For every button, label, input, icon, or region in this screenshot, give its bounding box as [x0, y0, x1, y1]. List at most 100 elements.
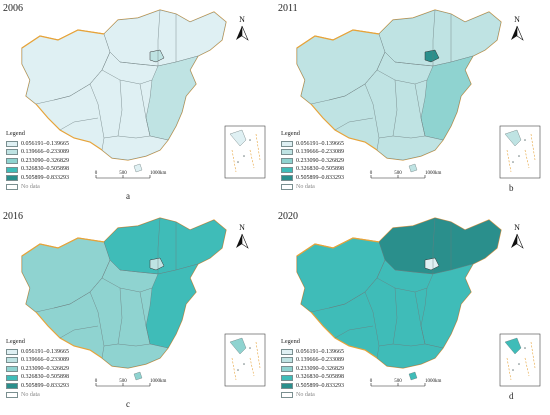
legend-item: 0.056191–0.139665 — [281, 140, 344, 149]
map-panel-2020: 2020 N 0 500 1000km Legend 0.056191–0.139665… — [275, 208, 550, 415]
map-panel-2006: 2006 N 0 500 1000km Legend 0.056191–0.139665… — [0, 0, 275, 207]
region-east — [145, 55, 199, 141]
province-border — [364, 83, 380, 139]
legend-item: 0.326830–0.505898 — [6, 373, 69, 382]
legend-item: 0.505899–0.833293 — [281, 174, 344, 183]
legend-item-nodata: No data — [6, 391, 69, 400]
legend-item: 0.326830–0.505898 — [281, 373, 344, 382]
legend-item: 0.056191–0.139665 — [281, 348, 344, 357]
province-border — [109, 259, 159, 275]
legend-swatch — [6, 175, 18, 182]
inset-map — [499, 125, 541, 179]
province-border — [392, 79, 398, 137]
province-border — [109, 51, 159, 67]
region-capital — [424, 257, 440, 271]
legend-swatch — [6, 391, 18, 398]
region-south — [376, 343, 444, 369]
province-border — [157, 217, 161, 274]
region-south — [101, 343, 169, 369]
map-layer — [296, 217, 502, 381]
scale-bar: 0 500 1000km — [370, 379, 442, 387]
scale-label: 0 — [95, 379, 98, 384]
legend-swatch — [281, 183, 293, 190]
legend-label: No data — [296, 391, 315, 398]
boundary-accent — [21, 237, 105, 257]
legend-item: 0.056191–0.139665 — [6, 140, 69, 149]
legend-title: Legend — [6, 338, 25, 345]
province-border — [101, 277, 153, 293]
north-label: N — [514, 15, 520, 24]
legend-swatch — [281, 158, 293, 165]
legend-item-nodata: No data — [6, 183, 69, 192]
province-border — [139, 83, 151, 137]
legend-swatch — [281, 175, 293, 182]
legend-swatch — [281, 383, 293, 390]
province-border — [89, 291, 105, 347]
province-border — [384, 51, 434, 67]
north-arrow-icon: N — [511, 223, 524, 249]
legend-label: 0.233090–0.326829 — [21, 365, 69, 372]
province-border — [432, 217, 436, 274]
legend-item: 0.233090–0.326829 — [6, 157, 69, 166]
legend-item: 0.139666–0.233089 — [281, 356, 344, 365]
north-label: N — [239, 223, 245, 232]
legend-item: 0.139666–0.233089 — [6, 356, 69, 365]
scale-label: 1000km — [150, 379, 167, 384]
legend-label: 0.056191–0.139665 — [296, 348, 344, 355]
province-border — [117, 287, 123, 345]
legend-swatch — [281, 140, 293, 147]
region-north — [103, 9, 227, 67]
legend-label: 0.139666–0.233089 — [296, 357, 344, 364]
legend-label: 0.233090–0.326829 — [21, 157, 69, 164]
legend-swatch — [281, 149, 293, 156]
region-north — [378, 217, 502, 275]
legend-swatch — [6, 158, 18, 165]
legend-item-nodata: No data — [281, 391, 344, 400]
legend: Legend 0.056191–0.139665 0.139666–0.233089… — [281, 338, 344, 399]
region-capital — [424, 49, 440, 63]
scale-label: 0 — [370, 171, 373, 176]
province-border — [392, 287, 398, 345]
north-arrow-icon: N — [236, 15, 249, 41]
north-arrow-icon: N — [236, 223, 249, 249]
inset-map — [224, 333, 266, 387]
province-border — [414, 83, 426, 137]
inset-map — [224, 125, 266, 179]
legend-item: 0.505899–0.833293 — [6, 174, 69, 183]
legend-item: 0.233090–0.326829 — [281, 157, 344, 166]
region-south — [101, 135, 169, 161]
province-border — [414, 291, 426, 345]
legend-item: 0.505899–0.833293 — [6, 382, 69, 391]
region-east — [145, 263, 199, 349]
panel-letter: b — [509, 183, 514, 193]
province-border — [117, 79, 123, 137]
region-island — [408, 371, 418, 381]
legend-title: Legend — [281, 130, 300, 137]
scale-label: 500 — [119, 171, 127, 176]
panel-year: 2020 — [278, 211, 298, 222]
map-layer — [21, 217, 227, 381]
region-island — [133, 371, 143, 381]
region-east — [420, 55, 474, 141]
legend-swatch — [6, 140, 18, 147]
scale-bar: 0 500 1000km — [95, 171, 167, 179]
legend-swatch — [6, 383, 18, 390]
china-map: N 0 500 1000km — [296, 217, 541, 387]
map-layer — [296, 9, 502, 173]
legend-swatch — [6, 366, 18, 373]
scale-label: 1000km — [425, 171, 442, 176]
china-map: N 0 500 1000km — [21, 217, 266, 387]
scale-label: 0 — [95, 171, 98, 176]
legend-item-nodata: No data — [281, 183, 344, 192]
legend-item: 0.056191–0.139665 — [6, 348, 69, 357]
map-layer — [21, 9, 227, 173]
scale-label: 0 — [370, 379, 373, 384]
panel-letter: a — [126, 191, 130, 201]
region-island — [408, 163, 418, 173]
legend-label: 0.139666–0.233089 — [21, 149, 69, 156]
legend-item: 0.139666–0.233089 — [6, 148, 69, 157]
province-border — [139, 291, 151, 345]
scale-label: 500 — [394, 379, 402, 384]
legend-label: 0.139666–0.233089 — [296, 149, 344, 156]
legend: Legend 0.056191–0.139665 0.139666–0.233089… — [281, 130, 344, 191]
